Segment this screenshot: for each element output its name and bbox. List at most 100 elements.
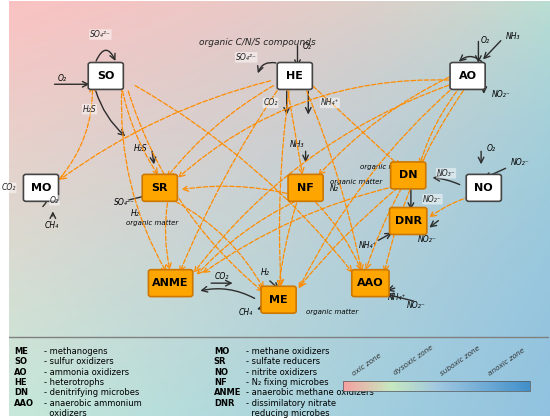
Text: NF: NF	[297, 183, 314, 193]
FancyBboxPatch shape	[450, 63, 485, 89]
Text: O₂: O₂	[487, 144, 496, 153]
Bar	[507, 381, 509, 391]
Text: organic matter: organic matter	[306, 309, 359, 315]
Bar	[438, 381, 441, 391]
Text: O₂: O₂	[50, 196, 59, 205]
Bar	[395, 381, 398, 391]
Text: MO: MO	[214, 347, 229, 356]
FancyBboxPatch shape	[88, 63, 123, 89]
Bar	[476, 381, 477, 391]
Bar	[474, 381, 476, 391]
Bar	[465, 381, 466, 391]
Bar	[446, 381, 448, 391]
Bar	[343, 381, 530, 391]
Bar	[422, 381, 424, 391]
FancyBboxPatch shape	[288, 174, 323, 201]
FancyBboxPatch shape	[277, 63, 312, 89]
Bar	[405, 381, 407, 391]
Bar	[520, 381, 522, 391]
Bar	[444, 381, 446, 391]
Bar	[509, 381, 511, 391]
Text: - anaerobic ammonium: - anaerobic ammonium	[43, 399, 141, 408]
Bar	[343, 381, 345, 391]
Text: NH₄⁺: NH₄⁺	[388, 293, 406, 302]
Text: - ammonia oxidizers: - ammonia oxidizers	[43, 368, 129, 377]
Bar	[455, 381, 457, 391]
Bar	[349, 381, 351, 391]
Bar	[420, 381, 422, 391]
Text: oxic zone: oxic zone	[351, 352, 382, 376]
Text: organic C/N/S compounds: organic C/N/S compounds	[199, 38, 315, 47]
Bar	[481, 381, 483, 391]
Bar	[511, 381, 513, 391]
Bar	[390, 381, 392, 391]
Text: - nitrite oxidizers: - nitrite oxidizers	[246, 368, 317, 377]
Bar	[403, 381, 405, 391]
Bar	[373, 381, 375, 391]
Text: reducing microbes: reducing microbes	[246, 409, 330, 418]
Bar	[407, 381, 409, 391]
Text: NO₂⁻: NO₂⁻	[407, 302, 426, 310]
Text: NO₂⁻: NO₂⁻	[418, 235, 437, 244]
Text: H₂S: H₂S	[134, 144, 148, 153]
Text: CH₄: CH₄	[239, 308, 253, 318]
Bar	[437, 381, 438, 391]
Bar	[487, 381, 489, 391]
FancyBboxPatch shape	[389, 207, 427, 234]
Text: MO: MO	[31, 183, 51, 193]
Bar	[377, 381, 379, 391]
Bar	[449, 381, 452, 391]
Bar	[409, 381, 410, 391]
Bar	[485, 381, 487, 391]
Bar	[347, 381, 349, 391]
Text: O₂: O₂	[481, 36, 490, 45]
Text: SO₄²⁻: SO₄²⁻	[114, 198, 135, 207]
Text: HE: HE	[14, 378, 26, 387]
Text: O₂: O₂	[303, 42, 312, 52]
Bar	[367, 381, 370, 391]
Bar	[356, 381, 358, 391]
Text: organic matter: organic matter	[125, 220, 178, 226]
Bar	[399, 381, 401, 391]
Bar	[483, 381, 485, 391]
Bar	[528, 381, 530, 391]
Text: ME: ME	[270, 295, 288, 305]
FancyBboxPatch shape	[142, 174, 177, 201]
Bar	[429, 381, 431, 391]
Text: N₂: N₂	[330, 184, 339, 193]
Bar	[433, 381, 434, 391]
Text: NO₂⁻: NO₂⁻	[511, 158, 530, 168]
Text: ANME: ANME	[214, 388, 241, 397]
Text: CO₂: CO₂	[214, 273, 229, 281]
Text: SO: SO	[14, 357, 27, 366]
Bar	[515, 381, 516, 391]
Text: H₂: H₂	[131, 209, 140, 218]
Text: HE: HE	[287, 71, 303, 81]
FancyBboxPatch shape	[466, 174, 502, 201]
Bar	[398, 381, 399, 391]
Text: SO: SO	[97, 71, 114, 81]
Bar	[371, 381, 373, 391]
Bar	[441, 381, 442, 391]
Text: SR: SR	[152, 183, 168, 193]
Bar	[418, 381, 420, 391]
Text: NH₄⁺: NH₄⁺	[359, 241, 377, 250]
Bar	[470, 381, 472, 391]
Text: NO: NO	[475, 183, 493, 193]
Bar	[370, 381, 371, 391]
Bar	[401, 381, 403, 391]
Text: dysoxic zone: dysoxic zone	[392, 345, 434, 376]
Text: - dissimilatory nitrate: - dissimilatory nitrate	[246, 399, 336, 408]
Bar	[358, 381, 360, 391]
Text: NO₂⁻: NO₂⁻	[492, 90, 510, 99]
Text: suboxic zone: suboxic zone	[439, 344, 481, 376]
FancyBboxPatch shape	[261, 286, 296, 313]
Text: NF: NF	[214, 378, 227, 387]
Bar	[496, 381, 498, 391]
Bar	[442, 381, 444, 391]
Text: - methane oxidizers: - methane oxidizers	[246, 347, 329, 356]
Bar	[505, 381, 507, 391]
Bar	[502, 381, 504, 391]
Bar	[459, 381, 461, 391]
FancyBboxPatch shape	[390, 162, 426, 189]
